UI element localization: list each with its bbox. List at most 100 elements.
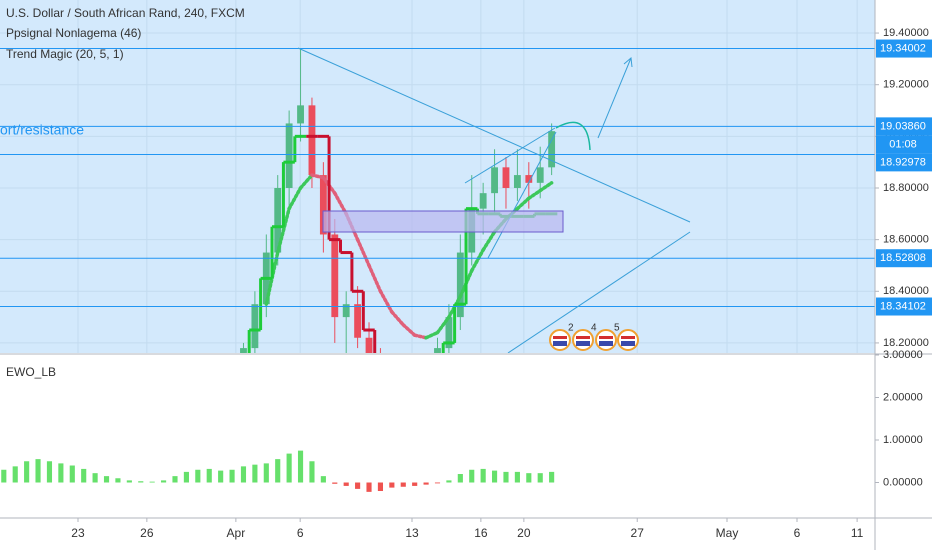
ppsignal-segment — [333, 191, 348, 216]
x-tick-label: 23 — [71, 526, 85, 540]
ewo-bar — [355, 482, 361, 489]
x-tick-label: May — [716, 526, 739, 540]
ewo-bar — [457, 474, 463, 483]
arrow-head — [623, 57, 633, 68]
ewo-bar — [81, 468, 87, 483]
ewo-bar — [138, 481, 144, 483]
candle-body — [251, 304, 259, 349]
candle-body — [365, 337, 373, 353]
ewo-bar — [24, 461, 30, 483]
ppsignal-segment — [527, 188, 542, 201]
ewo-bar — [195, 469, 201, 483]
event-icon — [572, 329, 594, 351]
candle-body — [548, 131, 556, 168]
trend-line — [507, 231, 691, 353]
event-icon — [595, 329, 617, 351]
ewo-bar — [434, 482, 441, 484]
y-tick-label: 18.60000 — [883, 234, 929, 246]
candle-body — [502, 167, 510, 188]
level-label-bg — [876, 117, 932, 136]
ewo-bar — [1, 469, 7, 483]
candle-body — [491, 167, 498, 194]
ewo-bar — [263, 463, 269, 483]
ppsignal-segment — [481, 230, 497, 252]
ewo-bar — [92, 473, 98, 483]
ewo-bar — [412, 482, 418, 486]
level-label: 18.34102 — [880, 300, 926, 312]
level-label-bg — [876, 39, 932, 58]
level-label: 19.03860 — [880, 120, 926, 132]
candle-body — [513, 175, 521, 188]
candle-body — [445, 317, 453, 349]
candle-body — [274, 187, 282, 253]
ewo-bar — [103, 476, 110, 483]
legend-entry: Ppsignal Nonlagema (46) — [6, 26, 141, 40]
y-tick-label: 19.20000 — [883, 79, 929, 91]
ewo-bar — [446, 480, 452, 483]
ppsignal-segment — [355, 237, 371, 268]
ppsignal-segment — [310, 173, 326, 180]
ewo-bar — [115, 478, 121, 483]
ewo-bar — [35, 459, 41, 483]
candle-body — [308, 105, 316, 176]
candle-body — [456, 252, 464, 318]
level-label: 18.52808 — [880, 252, 926, 264]
ewo-bar — [526, 473, 532, 483]
flag-red — [553, 336, 567, 339]
flag-blue — [621, 341, 635, 346]
ewo-bar — [229, 469, 235, 483]
ewo-bar — [423, 482, 429, 485]
y-tick-label: 2.00000 — [883, 391, 923, 403]
x-tick-label: 20 — [517, 526, 531, 540]
ppsignal-segment — [435, 315, 451, 335]
flag-red — [621, 336, 635, 339]
y-tick-label: 0.00000 — [883, 476, 923, 488]
ewo-bar — [183, 471, 189, 483]
level-label: 18.92978 — [880, 156, 926, 168]
countdown: 01:08 — [889, 138, 917, 150]
y-tick-label: 19.40000 — [883, 27, 929, 39]
ppsignal-segment — [390, 310, 406, 327]
events: 2 4 5 — [549, 323, 639, 351]
zone — [322, 210, 564, 233]
countdown-bg — [876, 135, 932, 154]
candle-body — [331, 234, 339, 318]
ppsignal-segment — [378, 289, 394, 314]
x-tick-label: 11 — [851, 526, 864, 540]
ewo-bar — [149, 481, 155, 483]
level-label-bg — [876, 297, 932, 316]
trend-line — [464, 127, 556, 184]
ewo-bar — [366, 482, 372, 492]
x-tick-label: 16 — [474, 526, 488, 540]
candle-body — [240, 348, 247, 353]
candle-body — [479, 193, 487, 209]
trend-line — [297, 47, 691, 223]
ewo-bar — [286, 453, 292, 483]
flag-blue — [599, 341, 613, 346]
ewo-plot — [1, 450, 555, 492]
ewo-bar — [309, 461, 315, 483]
candle-body — [285, 123, 293, 188]
x-tick-label: 6 — [297, 526, 304, 540]
ewo-bar — [206, 468, 212, 483]
event-icon — [617, 329, 639, 351]
ewo-bar — [69, 465, 75, 483]
ewo-bar — [537, 473, 543, 483]
ewo-bar — [172, 476, 178, 483]
ewo-bar — [275, 459, 281, 483]
ewo-bar — [58, 463, 64, 483]
ewo-bar — [126, 480, 132, 483]
main-pane — [0, 0, 875, 353]
level-label-bg — [876, 249, 932, 268]
pane-title: EWO_LB — [6, 365, 56, 379]
ppsignal-segment — [515, 196, 531, 211]
candle-body — [536, 167, 544, 183]
ewo-bar — [161, 480, 167, 483]
ewo-bar — [503, 471, 509, 483]
ppsignal-segment — [275, 206, 291, 255]
arrow — [597, 57, 632, 139]
y-tick-label: 3.00000 — [883, 349, 923, 361]
ppsignal-segment — [287, 186, 303, 211]
ppsignal-segment — [469, 248, 485, 273]
